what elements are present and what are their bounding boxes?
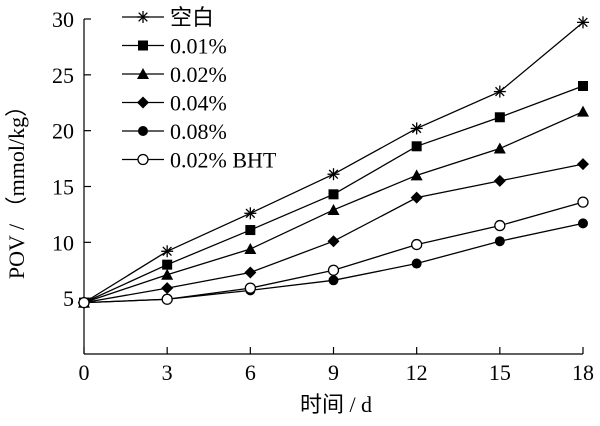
data-point-0-3 [327, 168, 340, 181]
data-point-0-2 [244, 207, 257, 220]
legend-label: 0.02% BHT [170, 148, 277, 173]
legend-item: 空白 [122, 5, 214, 30]
data-point-0-5 [493, 85, 506, 98]
data-point-5-5 [494, 219, 506, 232]
data-point-1-6 [578, 81, 588, 91]
data-point-2-1 [161, 268, 174, 280]
data-point-3-4 [410, 191, 423, 204]
data-point-4-6 [578, 218, 588, 229]
y-tick-label: 15 [52, 175, 74, 200]
legend-marker [137, 68, 149, 79]
data-point-5-0 [78, 296, 90, 309]
data-point-5-3 [327, 264, 340, 276]
legend-label: 0.04% [170, 91, 227, 116]
legend-label: 空白 [170, 5, 214, 30]
data-point-0-1 [161, 245, 174, 258]
x-tick-label: 12 [406, 360, 428, 385]
series-line-0 [83, 21, 584, 304]
data-point-3-3 [327, 235, 340, 248]
data-point-2-6 [577, 105, 589, 117]
legend-marker [137, 96, 149, 109]
y-tick-label: 25 [52, 63, 74, 88]
series-markers [78, 16, 589, 309]
legend-label: 0.02% [170, 62, 227, 87]
legend-item: 0.01% [122, 34, 227, 59]
data-point-0-6 [577, 16, 589, 29]
x-tick-label: 6 [245, 360, 256, 385]
x-ticks: 0 3 6 9 12 15 18 [79, 347, 594, 385]
data-point-4-3 [328, 275, 339, 286]
y-tick-label: 10 [52, 230, 74, 255]
data-point-1-4 [411, 141, 422, 152]
y-ticks: 5 10 15 20 25 30 [52, 7, 91, 311]
legend-item: 0.04% [122, 91, 227, 116]
series-lines [83, 21, 584, 304]
x-tick-label: 9 [328, 360, 339, 385]
x-tick-label: 15 [489, 360, 511, 385]
data-point-4-5 [494, 236, 505, 247]
x-axis-label: 时间 / d [300, 392, 372, 417]
data-point-1-1 [162, 259, 173, 270]
legend-marker [138, 126, 148, 136]
data-point-5-6 [577, 196, 589, 208]
data-point-4-4 [411, 258, 422, 269]
legend-item: 0.02% BHT [122, 148, 277, 173]
data-point-2-4 [410, 169, 423, 181]
data-point-0-4 [410, 122, 423, 135]
data-point-3-5 [493, 174, 506, 187]
data-point-5-2 [244, 282, 256, 294]
legend-item: 0.08% [122, 119, 227, 144]
legend: 空白 0.01% 0.02% 0.04% 0.08% 0.02% BHT [122, 5, 277, 173]
data-point-2-5 [493, 142, 506, 154]
axes [83, 19, 583, 355]
data-point-1-3 [328, 189, 339, 200]
y-axis-label: POV / （mmol/kg） [4, 95, 29, 279]
data-point-5-4 [411, 238, 423, 251]
legend-marker [138, 40, 148, 51]
data-point-3-6 [577, 158, 589, 171]
y-tick-label: 5 [63, 286, 74, 311]
data-point-2-2 [244, 243, 257, 255]
data-point-1-5 [494, 112, 505, 123]
legend-label: 0.01% [170, 34, 227, 59]
legend-item: 0.02% [122, 62, 227, 87]
legend-marker [137, 153, 149, 166]
y-tick-label: 30 [52, 7, 74, 32]
data-point-3-2 [244, 266, 257, 279]
legend-label: 0.08% [170, 119, 227, 144]
data-point-2-3 [327, 203, 340, 215]
legend-marker [137, 11, 149, 23]
y-tick-label: 20 [52, 119, 74, 144]
x-tick-label: 0 [79, 360, 90, 385]
data-point-1-2 [245, 225, 256, 236]
x-tick-label: 3 [162, 360, 173, 385]
data-point-5-1 [161, 293, 173, 305]
data-point-3-1 [161, 282, 174, 295]
x-tick-label: 18 [572, 360, 594, 385]
series-line-5 [83, 201, 584, 304]
